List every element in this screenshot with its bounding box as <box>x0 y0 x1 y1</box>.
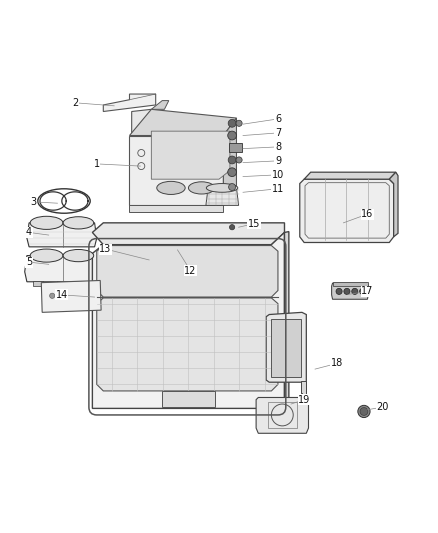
Ellipse shape <box>188 182 215 194</box>
Text: 13: 13 <box>99 244 112 254</box>
Text: 6: 6 <box>275 114 281 124</box>
Circle shape <box>360 288 366 294</box>
Bar <box>332 282 368 286</box>
Polygon shape <box>151 131 230 179</box>
Polygon shape <box>300 179 394 243</box>
Circle shape <box>230 224 235 230</box>
Polygon shape <box>41 280 101 312</box>
Polygon shape <box>223 118 237 205</box>
Circle shape <box>228 156 236 164</box>
Polygon shape <box>151 101 169 109</box>
Ellipse shape <box>157 181 185 195</box>
Text: 16: 16 <box>361 209 374 219</box>
Text: 1: 1 <box>94 159 100 169</box>
Polygon shape <box>272 319 301 376</box>
Text: 4: 4 <box>26 228 32 237</box>
Text: 2: 2 <box>72 98 78 108</box>
Text: 3: 3 <box>30 197 36 207</box>
Polygon shape <box>130 109 237 135</box>
Text: 7: 7 <box>275 128 281 138</box>
Circle shape <box>49 293 55 298</box>
Polygon shape <box>92 223 285 245</box>
Circle shape <box>228 119 236 127</box>
Text: 11: 11 <box>272 184 284 194</box>
Circle shape <box>358 405 370 417</box>
Text: 19: 19 <box>298 394 310 405</box>
Bar <box>57 281 67 286</box>
Text: 5: 5 <box>26 257 32 267</box>
Ellipse shape <box>63 249 94 262</box>
Text: 9: 9 <box>275 156 281 166</box>
Ellipse shape <box>63 217 94 229</box>
Ellipse shape <box>206 183 238 192</box>
Circle shape <box>352 288 358 294</box>
Text: 17: 17 <box>361 286 374 296</box>
Circle shape <box>229 183 236 190</box>
Polygon shape <box>389 172 398 237</box>
Circle shape <box>336 288 342 294</box>
Text: 18: 18 <box>331 358 343 368</box>
Polygon shape <box>162 391 215 407</box>
Polygon shape <box>304 172 396 179</box>
Polygon shape <box>130 205 223 212</box>
Text: 10: 10 <box>272 170 284 180</box>
Circle shape <box>236 157 242 163</box>
Text: 14: 14 <box>56 290 68 300</box>
Polygon shape <box>278 231 289 408</box>
Ellipse shape <box>30 216 63 229</box>
Polygon shape <box>97 246 278 297</box>
Bar <box>268 402 297 428</box>
Polygon shape <box>206 188 239 205</box>
Bar <box>32 281 43 286</box>
Text: 20: 20 <box>377 402 389 412</box>
Polygon shape <box>27 223 97 247</box>
Polygon shape <box>256 398 308 433</box>
Text: 15: 15 <box>248 219 260 229</box>
Polygon shape <box>332 283 368 299</box>
Circle shape <box>228 168 237 176</box>
Circle shape <box>236 120 242 126</box>
Polygon shape <box>132 109 151 205</box>
Polygon shape <box>301 381 306 398</box>
Ellipse shape <box>30 249 63 262</box>
Polygon shape <box>92 232 285 408</box>
Circle shape <box>228 131 237 140</box>
Bar <box>81 281 91 286</box>
Polygon shape <box>130 135 223 205</box>
Bar <box>229 143 242 152</box>
Polygon shape <box>25 256 99 282</box>
Circle shape <box>360 408 368 415</box>
Circle shape <box>344 288 350 294</box>
Text: 12: 12 <box>184 266 197 276</box>
Polygon shape <box>103 94 155 111</box>
Text: 8: 8 <box>275 142 281 152</box>
Polygon shape <box>97 298 278 391</box>
Polygon shape <box>266 312 306 398</box>
